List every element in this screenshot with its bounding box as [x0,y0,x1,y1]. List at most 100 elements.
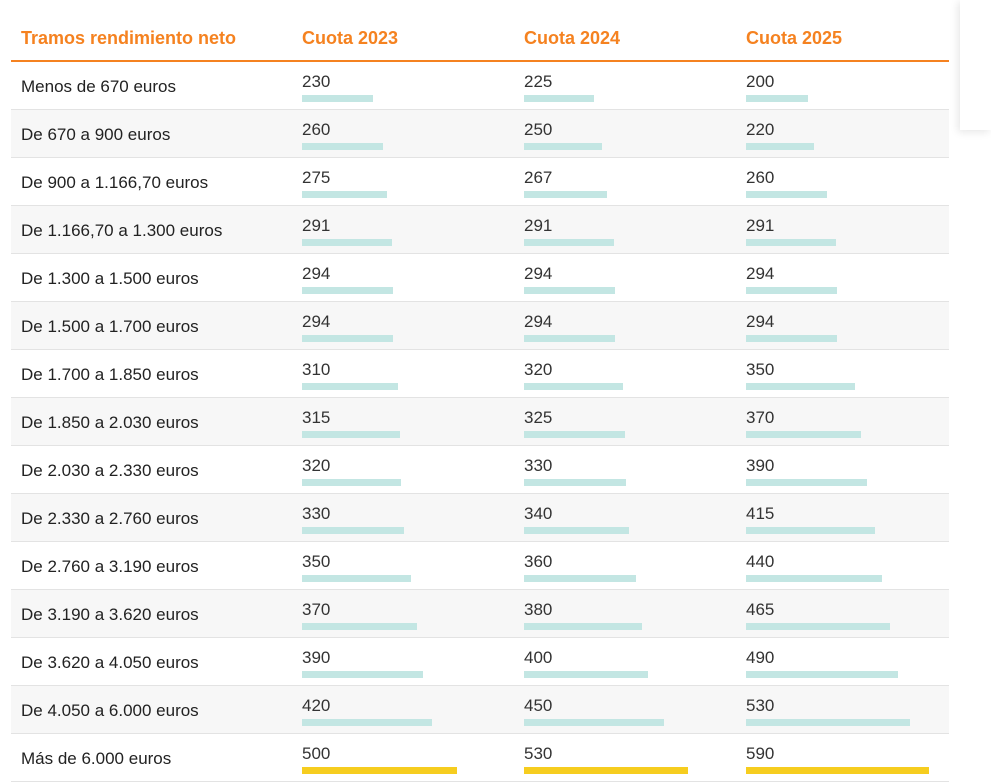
cuota-2024-cell: 294 [524,312,714,346]
cuota-2025-value: 415 [746,504,775,523]
cuota-2023-bar [302,431,400,438]
table-row: De 4.050 a 6.000 euros 420 450 530 [11,686,949,734]
cuota-2025-value: 530 [746,696,775,715]
cuota-2024-value: 360 [524,552,553,571]
cuota-2023-bar [302,143,383,150]
cuota-2024-cell: 291 [524,216,714,250]
cuota-2023-value: 294 [302,264,331,283]
cuota-2025-bar [746,239,836,246]
cuota-2024-bar [524,287,615,294]
cuota-2025-cell: 390 [746,456,936,490]
cuota-2025-value: 390 [746,456,775,475]
cuota-2024-bar [524,431,625,438]
cuota-2025-value: 440 [746,552,775,571]
cuota-2024-cell: 294 [524,264,714,298]
cuota-2025-bar [746,191,827,198]
cuota-2025-value: 220 [746,120,775,139]
cuota-2024-cell: 360 [524,552,714,586]
cuota-2025-cell: 220 [746,120,936,154]
cuota-2023-cell: 230 [302,72,492,106]
row-label: De 2.030 a 2.330 euros [21,461,199,480]
cuota-2023-cell: 310 [302,360,492,394]
cuota-2025-cell: 260 [746,168,936,202]
cuota-2025-bar [746,383,855,390]
cuota-2024-value: 250 [524,120,553,139]
table-row: De 1.166,70 a 1.300 euros 291 291 291 [11,206,949,254]
table-row: De 1.300 a 1.500 euros 294 294 294 [11,254,949,302]
table-row: De 900 a 1.166,70 euros 275 267 260 [11,158,949,206]
cuota-2024-bar [524,239,614,246]
cuota-2023-value: 390 [302,648,331,667]
cuota-2025-cell: 350 [746,360,936,394]
row-label: De 670 a 900 euros [21,125,171,144]
cuota-2025-bar [746,623,890,630]
cuota-2023-cell: 275 [302,168,492,202]
cuota-2023-value: 420 [302,696,331,715]
cuota-2023-bar [302,95,373,102]
cuota-2023-value: 370 [302,600,331,619]
cuota-2024-cell: 400 [524,648,714,682]
table-row: De 1.850 a 2.030 euros 315 325 370 [11,398,949,446]
cuota-2023-cell: 420 [302,696,492,730]
cuota-2024-value: 325 [524,408,553,427]
cuota-2024-bar [524,671,648,678]
row-label: Menos de 670 euros [21,77,176,96]
cuota-2024-bar [524,575,636,582]
cuota-2025-bar [746,575,882,582]
cuota-2023-bar [302,719,432,726]
cuota-2023-value: 320 [302,456,331,475]
cuota-2024-bar [524,143,602,150]
cuota-2024-cell: 340 [524,504,714,538]
cuota-2023-cell: 294 [302,312,492,346]
table-row: De 1.500 a 1.700 euros 294 294 294 [11,302,949,350]
cuota-2025-bar [746,719,910,726]
cuota-2024-bar [524,719,664,726]
cuota-2023-value: 350 [302,552,331,571]
header-cuota-2024: Cuota 2024 [524,28,621,48]
row-label: De 1.300 a 1.500 euros [21,269,199,288]
row-label: De 3.620 a 4.050 euros [21,653,199,672]
cuota-2024-value: 320 [524,360,553,379]
cuota-2025-cell: 440 [746,552,936,586]
cuota-2025-value: 294 [746,264,775,283]
table-row: Menos de 670 euros 230 225 200 [11,62,949,110]
header-tramos: Tramos rendimiento neto [21,28,237,48]
cuota-2024-value: 530 [524,744,553,763]
cuota-2024-value: 380 [524,600,553,619]
cuota-2023-bar [302,191,387,198]
table-header: Tramos rendimiento neto Cuota 2023 Cuota… [11,14,949,62]
cuota-2025-cell: 370 [746,408,936,442]
cuota-2024-cell: 530 [524,744,714,778]
cuota-2023-value: 275 [302,168,331,187]
cuota-2025-value: 465 [746,600,775,619]
cuota-2025-cell: 200 [746,72,936,106]
row-label: De 1.850 a 2.030 euros [21,413,199,432]
table-row: Más de 6.000 euros 500 530 590 [11,734,949,782]
row-label: De 2.760 a 3.190 euros [21,557,199,576]
cuota-2023-value: 230 [302,72,331,91]
cuota-2025-bar [746,527,875,534]
cuota-2023-cell: 260 [302,120,492,154]
cuota-2023-value: 294 [302,312,331,331]
cuota-2025-cell: 294 [746,312,936,346]
cuota-2023-value: 330 [302,504,331,523]
cuota-2024-cell: 250 [524,120,714,154]
cuota-2024-bar [524,527,629,534]
cuota-2024-cell: 225 [524,72,714,106]
cuota-2024-value: 267 [524,168,553,187]
cuota-2024-value: 294 [524,264,553,283]
cuota-2024-cell: 325 [524,408,714,442]
cuota-2023-cell: 370 [302,600,492,634]
cuota-2023-cell: 320 [302,456,492,490]
header-cuota-2023: Cuota 2023 [302,28,399,48]
cuota-2024-bar [524,623,642,630]
cuota-2023-cell: 315 [302,408,492,442]
cuota-2025-bar [746,335,837,342]
cuota-2023-bar [302,767,457,774]
cuota-2025-value: 590 [746,744,775,763]
cuota-2025-bar [746,287,837,294]
cuota-2023-bar [302,527,404,534]
cuota-2025-cell: 291 [746,216,936,250]
cuota-2025-value: 294 [746,312,775,331]
cuota-2024-value: 450 [524,696,553,715]
